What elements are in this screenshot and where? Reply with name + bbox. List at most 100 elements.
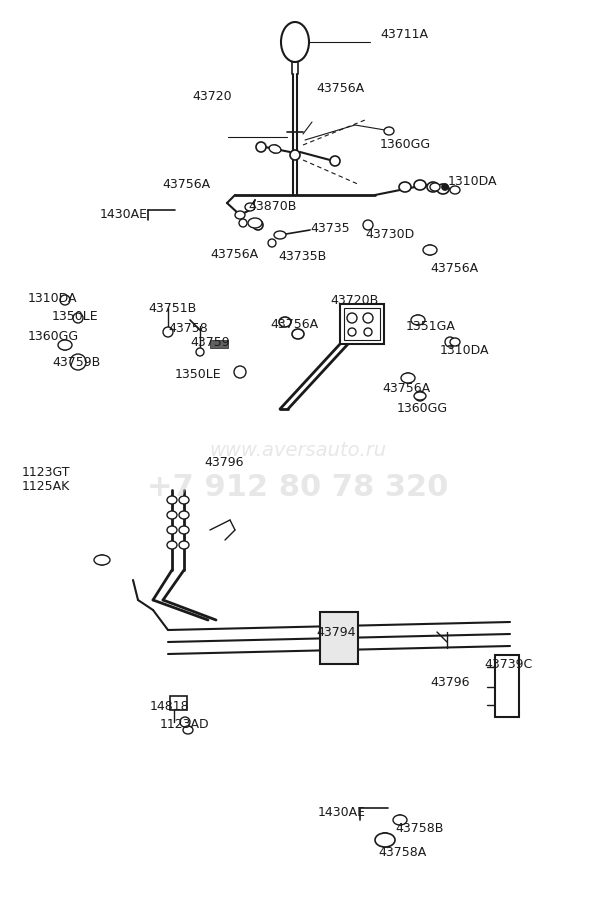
- Circle shape: [97, 555, 107, 565]
- Circle shape: [348, 328, 356, 336]
- Bar: [495, 655, 519, 717]
- Ellipse shape: [167, 541, 177, 549]
- Text: 1360GG: 1360GG: [28, 330, 79, 343]
- Circle shape: [180, 717, 190, 727]
- Ellipse shape: [183, 726, 193, 734]
- Ellipse shape: [94, 555, 110, 565]
- Circle shape: [60, 295, 70, 305]
- Circle shape: [415, 391, 425, 401]
- Text: 43739C: 43739C: [484, 658, 533, 671]
- Ellipse shape: [411, 315, 425, 325]
- Text: 43756A: 43756A: [270, 318, 318, 331]
- Circle shape: [268, 239, 276, 247]
- Circle shape: [256, 142, 266, 152]
- Ellipse shape: [235, 368, 245, 376]
- Ellipse shape: [274, 231, 286, 239]
- Text: 43796: 43796: [430, 676, 469, 689]
- Text: 43751B: 43751B: [148, 302, 196, 315]
- Circle shape: [73, 357, 83, 367]
- Text: 1430AE: 1430AE: [318, 806, 366, 819]
- Text: 1351GA: 1351GA: [406, 320, 456, 333]
- Text: 43870B: 43870B: [248, 200, 296, 213]
- Text: 43758A: 43758A: [378, 846, 426, 859]
- Ellipse shape: [179, 541, 189, 549]
- Ellipse shape: [248, 218, 262, 228]
- Text: 43735B: 43735B: [278, 250, 326, 263]
- Circle shape: [363, 313, 373, 323]
- Ellipse shape: [281, 22, 309, 62]
- Circle shape: [403, 373, 413, 383]
- Text: 43756A: 43756A: [382, 382, 430, 395]
- Ellipse shape: [245, 203, 255, 211]
- Ellipse shape: [179, 526, 189, 534]
- Circle shape: [253, 220, 263, 230]
- Text: 43794: 43794: [316, 626, 355, 639]
- Bar: [320, 612, 358, 664]
- Text: 43758B: 43758B: [395, 822, 443, 835]
- Circle shape: [73, 313, 83, 323]
- Ellipse shape: [279, 317, 291, 327]
- Circle shape: [363, 220, 373, 230]
- Ellipse shape: [430, 183, 440, 191]
- Circle shape: [239, 219, 247, 227]
- Bar: [344, 308, 380, 340]
- Text: 1430AE: 1430AE: [100, 208, 148, 221]
- Text: 1360GG: 1360GG: [380, 138, 431, 151]
- Text: 1310DA: 1310DA: [448, 175, 497, 188]
- Text: 14818: 14818: [150, 700, 190, 713]
- Text: 43756A: 43756A: [430, 262, 478, 275]
- Ellipse shape: [375, 833, 395, 847]
- Ellipse shape: [450, 186, 460, 194]
- Ellipse shape: [414, 392, 426, 400]
- Text: 1350LE: 1350LE: [175, 368, 221, 381]
- Ellipse shape: [401, 373, 415, 383]
- Text: 43759B: 43759B: [52, 356, 100, 369]
- Text: 1360GG: 1360GG: [397, 402, 448, 415]
- Ellipse shape: [235, 211, 245, 219]
- Text: 43756A: 43756A: [316, 82, 364, 95]
- Ellipse shape: [167, 496, 177, 504]
- Text: 1310DA: 1310DA: [28, 292, 77, 305]
- Ellipse shape: [58, 340, 72, 350]
- Ellipse shape: [269, 145, 281, 153]
- Text: +7 912 80 78 320: +7 912 80 78 320: [147, 473, 448, 502]
- Ellipse shape: [384, 127, 394, 135]
- Circle shape: [378, 833, 392, 847]
- Circle shape: [441, 183, 449, 190]
- Text: 43756A: 43756A: [210, 248, 258, 261]
- Text: www.aversauto.ru: www.aversauto.ru: [209, 441, 386, 460]
- Circle shape: [347, 313, 357, 323]
- Text: 43758: 43758: [168, 322, 208, 335]
- Ellipse shape: [427, 182, 439, 192]
- Text: 43756A: 43756A: [162, 178, 210, 191]
- Text: 1350LE: 1350LE: [52, 310, 99, 323]
- Ellipse shape: [399, 182, 411, 192]
- Circle shape: [290, 150, 300, 160]
- Ellipse shape: [450, 338, 460, 346]
- Ellipse shape: [414, 180, 426, 190]
- Ellipse shape: [179, 511, 189, 519]
- Text: 43759: 43759: [190, 336, 230, 349]
- Ellipse shape: [393, 815, 407, 825]
- Text: 43720B: 43720B: [330, 294, 378, 307]
- Text: 1123AD: 1123AD: [160, 718, 209, 731]
- Circle shape: [413, 315, 423, 325]
- Ellipse shape: [292, 329, 304, 339]
- Ellipse shape: [423, 245, 437, 255]
- Text: 43796: 43796: [204, 456, 243, 469]
- Circle shape: [395, 815, 405, 825]
- Text: 1125AK: 1125AK: [22, 480, 70, 493]
- Bar: [340, 304, 384, 344]
- Text: 1123GT: 1123GT: [22, 466, 70, 479]
- Ellipse shape: [167, 526, 177, 534]
- Text: 43735: 43735: [310, 222, 350, 235]
- Circle shape: [70, 354, 86, 370]
- Circle shape: [364, 328, 372, 336]
- Circle shape: [163, 327, 173, 337]
- Circle shape: [330, 156, 340, 166]
- Ellipse shape: [167, 511, 177, 519]
- Circle shape: [271, 145, 279, 153]
- Text: 43711A: 43711A: [380, 28, 428, 41]
- Circle shape: [60, 340, 70, 350]
- Text: 43720: 43720: [192, 90, 231, 103]
